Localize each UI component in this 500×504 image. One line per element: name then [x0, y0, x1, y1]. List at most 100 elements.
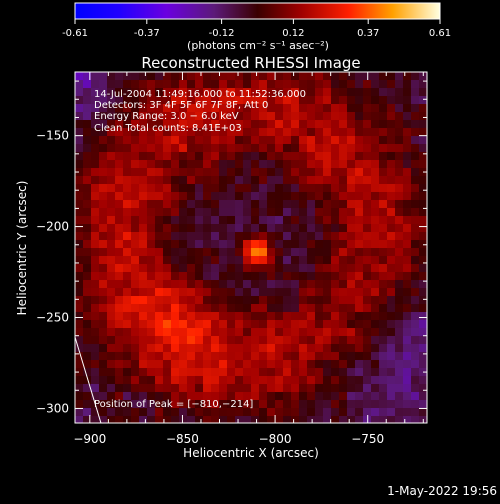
heatmap-cell — [243, 192, 252, 201]
heatmap-cell — [371, 120, 380, 129]
heatmap-cell — [179, 280, 188, 289]
heatmap-cell — [123, 400, 132, 409]
heatmap-cell — [131, 376, 140, 385]
heatmap-cell — [251, 240, 260, 249]
heatmap-cell — [227, 272, 236, 281]
heatmap-cell — [243, 392, 252, 401]
heatmap-cell — [355, 152, 364, 161]
heatmap-cell — [83, 160, 92, 169]
heatmap-cell — [251, 80, 260, 89]
heatmap-cell — [227, 112, 236, 121]
heatmap-cell — [395, 104, 404, 113]
heatmap-cell — [283, 288, 292, 297]
heatmap-cell — [419, 400, 427, 409]
heatmap-cell — [179, 368, 188, 377]
heatmap-cell — [251, 72, 260, 81]
heatmap-cell — [115, 192, 124, 201]
heatmap-cell — [267, 96, 276, 105]
heatmap-cell — [411, 104, 420, 113]
heatmap-cell — [371, 216, 380, 225]
heatmap-cell — [211, 272, 220, 281]
heatmap-cell — [171, 200, 180, 209]
heatmap-cell — [219, 184, 228, 193]
heatmap-cell — [371, 128, 380, 137]
heatmap-cell — [251, 272, 260, 281]
heatmap-cell — [75, 384, 84, 393]
heatmap-cell — [307, 96, 316, 105]
heatmap-cell — [171, 240, 180, 249]
heatmap-cell — [411, 400, 420, 409]
heatmap-cell — [395, 128, 404, 137]
heatmap-cell — [139, 96, 148, 105]
heatmap-cell — [107, 408, 116, 417]
heatmap-cell — [123, 360, 132, 369]
heatmap-cell — [163, 216, 172, 225]
heatmap-cell — [243, 240, 252, 249]
heatmap-cell — [171, 184, 180, 193]
heatmap-cell — [395, 296, 404, 305]
heatmap-cell — [155, 88, 164, 97]
heatmap-cell — [227, 232, 236, 241]
heatmap-cell — [411, 336, 420, 345]
heatmap-cell — [99, 224, 108, 233]
heatmap-cell — [219, 120, 228, 129]
heatmap-cell — [275, 408, 284, 417]
heatmap-cell — [259, 304, 268, 313]
heatmap-cell — [371, 192, 380, 201]
heatmap-cell — [323, 344, 332, 353]
heatmap-cell — [267, 168, 276, 177]
heatmap-cell — [315, 128, 324, 137]
heatmap-cell — [171, 376, 180, 385]
heatmap-cell — [315, 120, 324, 129]
heatmap-cell — [275, 344, 284, 353]
heatmap-cell — [355, 312, 364, 321]
heatmap-cell — [123, 192, 132, 201]
heatmap-cell — [235, 352, 244, 361]
heatmap-cell — [275, 128, 284, 137]
heatmap-cell — [83, 200, 92, 209]
heatmap-cell — [227, 416, 236, 423]
heatmap-cell — [219, 168, 228, 177]
heatmap-cell — [219, 96, 228, 105]
heatmap-cell — [355, 376, 364, 385]
heatmap-cell — [267, 400, 276, 409]
heatmap-cell — [171, 320, 180, 329]
heatmap-cell — [107, 136, 116, 145]
heatmap-cell — [331, 336, 340, 345]
heatmap-cell — [171, 248, 180, 257]
heatmap-cell — [147, 96, 156, 105]
heatmap-cell — [339, 288, 348, 297]
heatmap-cell — [163, 336, 172, 345]
heatmap-cell — [315, 72, 324, 81]
heatmap-cell — [235, 128, 244, 137]
heatmap-cell — [275, 144, 284, 153]
heatmap-cell — [411, 264, 420, 273]
heatmap-cell — [99, 192, 108, 201]
heatmap-cell — [411, 192, 420, 201]
heatmap-cell — [75, 328, 84, 337]
heatmap-cell — [299, 264, 308, 273]
heatmap-cell — [99, 144, 108, 153]
heatmap-cell — [339, 136, 348, 145]
heatmap-cell — [179, 232, 188, 241]
heatmap-cell — [355, 208, 364, 217]
heatmap-cell — [107, 352, 116, 361]
heatmap-cell — [147, 112, 156, 121]
heatmap-cell — [315, 152, 324, 161]
heatmap-cell — [123, 152, 132, 161]
heatmap-cell — [83, 352, 92, 361]
heatmap-cell — [331, 176, 340, 185]
heatmap-cell — [107, 344, 116, 353]
heatmap-cell — [203, 392, 212, 401]
heatmap-cell — [83, 80, 92, 89]
heatmap-cell — [83, 112, 92, 121]
heatmap-cell — [331, 232, 340, 241]
heatmap-cell — [363, 360, 372, 369]
heatmap-cell — [123, 296, 132, 305]
info-block: 14-Jul-2004 11:49:16.000 to 11:52:36.000… — [94, 89, 306, 134]
heatmap-cell — [395, 344, 404, 353]
heatmap-cell — [187, 416, 196, 423]
heatmap-cell — [211, 360, 220, 369]
heatmap-cell — [75, 256, 84, 265]
heatmap-cell — [131, 96, 140, 105]
